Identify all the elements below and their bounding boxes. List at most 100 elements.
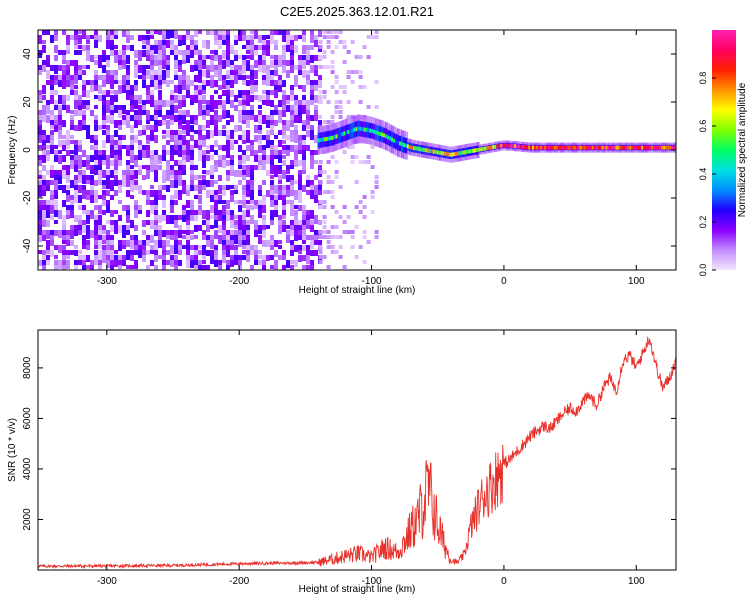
spectrogram-cell	[326, 65, 331, 69]
spectrogram-cell	[54, 170, 58, 177]
spectrogram-cell	[310, 80, 314, 86]
spectrogram-cell	[94, 30, 98, 37]
spectrogram-cell	[222, 145, 226, 151]
spectrogram-cell	[234, 50, 238, 57]
spectrogram-cell	[250, 35, 254, 41]
spectrogram-cell	[302, 125, 306, 131]
spectrogram-cell	[242, 175, 246, 180]
y-tick-label: -40	[22, 238, 33, 253]
spectrogram-cell	[270, 165, 274, 174]
spectrogram-cell	[282, 65, 286, 73]
spectrogram-cell	[106, 130, 110, 135]
snr-x-axis: -300 -200 -100 0 100	[97, 330, 645, 587]
spectrogram-cell	[182, 235, 186, 239]
spectrogram-cell	[334, 250, 339, 254]
spectrogram-cell	[186, 220, 190, 227]
spectrogram-cell	[154, 115, 158, 120]
spectrogram-cell	[182, 140, 186, 147]
spectrogram-cell	[342, 85, 347, 89]
spectrogram-cell	[78, 145, 82, 152]
spectrogram-cell	[258, 185, 262, 193]
spectrogram-cell	[290, 45, 294, 53]
spectrogram-cell	[114, 190, 118, 196]
spectrogram-cell	[354, 205, 359, 209]
spectrogram-cell	[334, 170, 339, 174]
spectrogram-cell	[330, 235, 335, 239]
spectrogram-cell	[302, 35, 306, 42]
spectrogram-cell	[383, 133, 387, 138]
spectrogram-cell	[322, 190, 327, 194]
spectrogram-cell	[134, 115, 138, 120]
spectrogram-cell	[274, 240, 278, 247]
spectrogram-cell	[150, 30, 154, 35]
spectrogram-cell	[338, 40, 343, 44]
spectrogram-cell	[298, 60, 302, 67]
spectrogram-cell	[166, 60, 170, 68]
spectrogram-cell	[202, 210, 206, 216]
spectrogram-cell	[361, 127, 365, 132]
spectrogram-cell	[282, 155, 286, 159]
spectrogram-cell	[266, 225, 270, 229]
spectrogram-cell	[238, 265, 242, 270]
spectrogram-cell	[298, 230, 302, 237]
spectrogram-cell	[190, 165, 194, 170]
spectrogram-cell	[294, 150, 298, 155]
spectrogram-cell	[110, 170, 114, 178]
spectrogram-cell	[50, 75, 54, 81]
spectrogram-cell	[323, 137, 327, 142]
spectrogram-cell	[274, 170, 278, 177]
spectrogram-cell	[346, 115, 351, 119]
spectrogram-cell	[70, 230, 74, 239]
spectrogram-cell	[46, 100, 50, 105]
spectrogram-cell	[242, 150, 246, 156]
spectrogram-cell	[306, 105, 310, 111]
spectrogram-cell	[214, 250, 218, 258]
spectrogram-cell	[510, 143, 514, 148]
spectrogram-cell	[178, 170, 182, 175]
spectrogram-cell	[262, 45, 266, 54]
spectrogram-cell	[78, 215, 82, 222]
spectrogram-cell	[226, 75, 230, 79]
spectrogram-cell	[110, 95, 114, 102]
spectrogram-cell	[62, 250, 66, 257]
spectrogram-cell	[154, 125, 158, 132]
spectrogram-cell	[102, 250, 106, 256]
spectrogram-cell	[82, 220, 86, 225]
spectrogram-cell	[50, 90, 54, 99]
spectrogram-cell	[290, 55, 294, 62]
spectrogram-cell	[302, 145, 306, 153]
spectrogram-cell	[278, 110, 282, 118]
x-tick-label: 100	[628, 576, 645, 587]
spectrogram-cell	[226, 265, 230, 270]
spectrogram-cell	[282, 35, 286, 42]
spectrogram-cell	[146, 90, 150, 95]
spectrogram-cell	[122, 260, 126, 266]
spectrogram-cell	[214, 90, 218, 94]
spectrogram-cell	[154, 120, 158, 127]
spectrogram-cell	[102, 115, 106, 123]
spectrogram-cell	[250, 150, 254, 156]
spectrogram-cell	[218, 130, 222, 136]
spectrogram-cell	[230, 145, 234, 150]
spectrogram-cell	[322, 50, 327, 54]
spectrogram-cell	[102, 130, 106, 135]
spectrogram-cell	[42, 45, 46, 53]
spectrogram-cell	[166, 130, 170, 138]
spectrogram-cell	[202, 160, 206, 168]
spectrogram-cell	[306, 190, 310, 195]
spectrogram-cell	[314, 190, 318, 197]
spectrogram-cell	[302, 105, 306, 114]
spectrogram-cell	[338, 30, 343, 34]
spectrogram-cell	[274, 55, 278, 64]
spectrogram-cell	[190, 120, 194, 124]
spectrogram-cell	[82, 190, 86, 199]
spectrogram-cell	[274, 135, 278, 139]
spectrogram-cell	[78, 70, 82, 76]
spectrogram-cell	[154, 165, 158, 171]
spectrogram-cell	[318, 200, 322, 209]
spectrogram-cell	[508, 143, 512, 148]
spectrogram-cell	[78, 30, 82, 34]
spectrogram-cell	[90, 180, 94, 186]
spectrogram-cell	[106, 255, 110, 261]
spectrogram-cell	[258, 160, 262, 166]
